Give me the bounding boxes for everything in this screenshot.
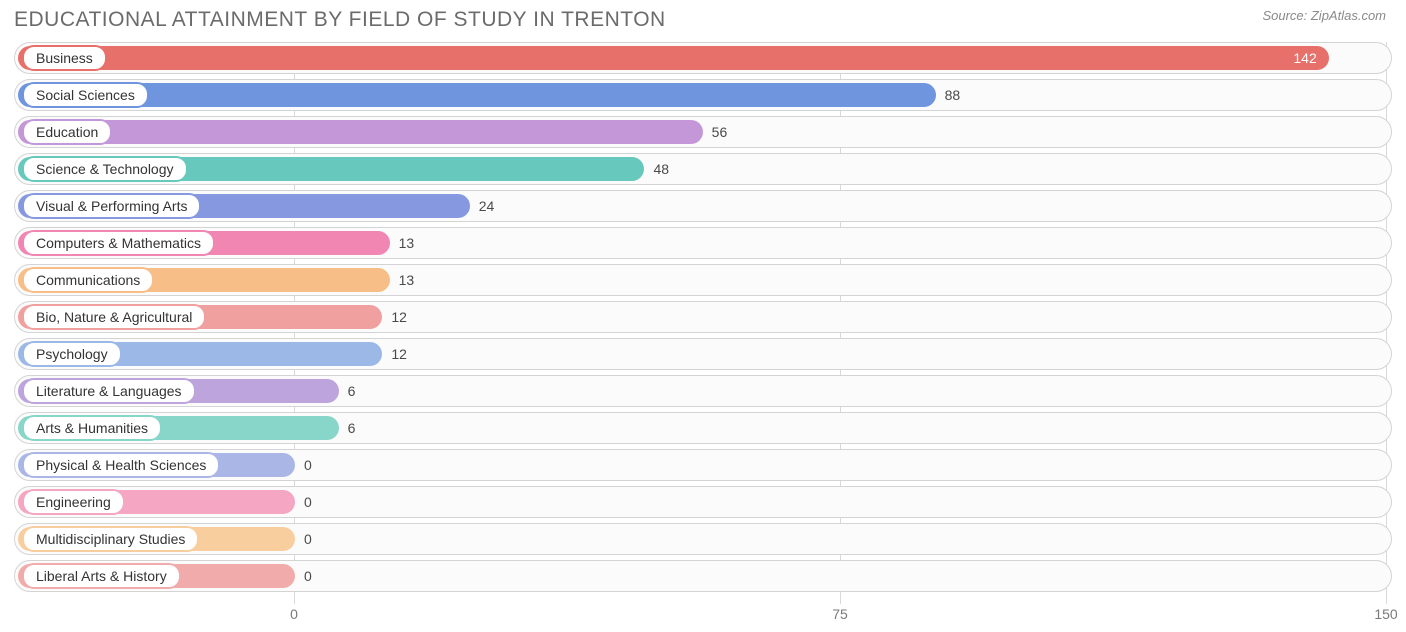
x-axis: 075150 [14, 606, 1392, 626]
category-pill: Physical & Health Sciences [22, 452, 220, 478]
category-pill: Social Sciences [22, 82, 149, 108]
chart-header: EDUCATIONAL ATTAINMENT BY FIELD OF STUDY… [0, 0, 1406, 36]
bar-row: Computers & Mathematics 13 [14, 227, 1392, 259]
category-pill: Liberal Arts & History [22, 563, 181, 589]
bar-row: Social Sciences 88 [14, 79, 1392, 111]
category-pill: Education [22, 119, 112, 145]
bar-value: 48 [653, 161, 669, 177]
category-pill: Engineering [22, 489, 125, 515]
category-pill: Literature & Languages [22, 378, 196, 404]
bar-value: 0 [304, 457, 312, 473]
bar-row: Liberal Arts & History 0 [14, 560, 1392, 592]
x-axis-tick-label: 75 [832, 606, 848, 622]
category-pill: Business [22, 45, 107, 71]
bar-row: Engineering 0 [14, 486, 1392, 518]
bar-row: Education 56 [14, 116, 1392, 148]
bar-value: 12 [391, 309, 407, 325]
bar-value: 0 [304, 494, 312, 510]
bar-row: Bio, Nature & Agricultural 12 [14, 301, 1392, 333]
category-pill: Arts & Humanities [22, 415, 162, 441]
bar-row: Arts & Humanities 6 [14, 412, 1392, 444]
bar [18, 120, 703, 144]
bar-row: Visual & Performing Arts 24 [14, 190, 1392, 222]
bar-value: 6 [348, 383, 356, 399]
x-axis-tick-label: 0 [290, 606, 298, 622]
x-axis-tick-label: 150 [1374, 606, 1397, 622]
bar-value: 142 [1293, 50, 1316, 66]
bar-value: 56 [712, 124, 728, 140]
category-pill: Communications [22, 267, 154, 293]
bar [18, 83, 936, 107]
category-pill: Science & Technology [22, 156, 188, 182]
category-pill: Psychology [22, 341, 122, 367]
category-pill: Computers & Mathematics [22, 230, 215, 256]
bar-value: 24 [479, 198, 495, 214]
bar-value: 88 [945, 87, 961, 103]
bar-value: 13 [399, 272, 415, 288]
bar-value: 6 [348, 420, 356, 436]
bar-row: Psychology 12 [14, 338, 1392, 370]
bar-row: Literature & Languages 6 [14, 375, 1392, 407]
bar: 142 [18, 46, 1329, 70]
chart-plot-area: 142 Business Social Sciences 88 Education 56 S… [14, 42, 1392, 604]
bar-row: Communications 13 [14, 264, 1392, 296]
category-pill: Visual & Performing Arts [22, 193, 201, 219]
bar-row: Physical & Health Sciences 0 [14, 449, 1392, 481]
category-pill: Multidisciplinary Studies [22, 526, 199, 552]
chart-title: EDUCATIONAL ATTAINMENT BY FIELD OF STUDY… [14, 8, 666, 32]
bar-value: 13 [399, 235, 415, 251]
bar-value: 12 [391, 346, 407, 362]
bar-row: 142 Business [14, 42, 1392, 74]
category-pill: Bio, Nature & Agricultural [22, 304, 206, 330]
bar-row: Science & Technology 48 [14, 153, 1392, 185]
bar-row: Multidisciplinary Studies 0 [14, 523, 1392, 555]
bar-value: 0 [304, 531, 312, 547]
bar-value: 0 [304, 568, 312, 584]
chart-source: Source: ZipAtlas.com [1262, 8, 1386, 23]
